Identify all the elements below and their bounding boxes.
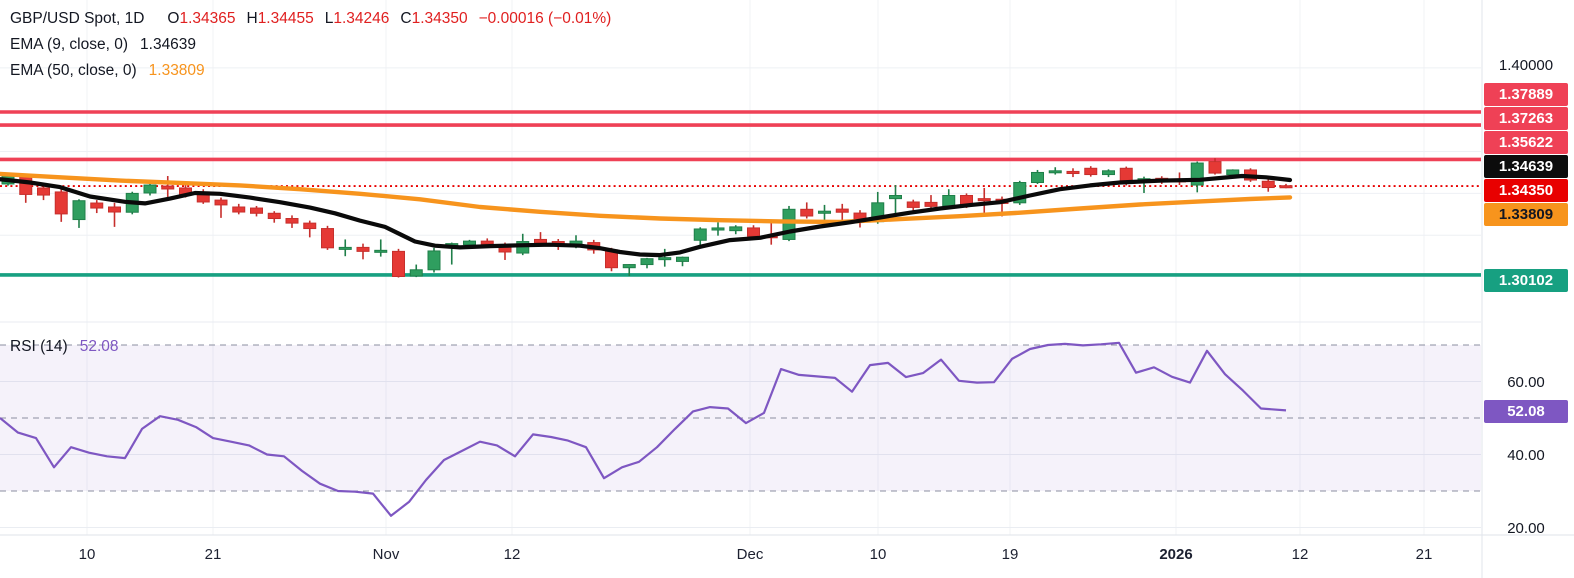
candle-body — [161, 185, 175, 190]
candle-body — [711, 227, 725, 231]
price-legend: GBP/USD Spot, 1D O 1.34365 H 1.34455 L 1.34… — [10, 6, 611, 84]
price-axis[interactable]: 1.40000 1.37889 1.37263 1.35622 1.34639 1.343… — [1483, 0, 1574, 578]
candle-body — [267, 212, 281, 220]
candle-body — [250, 207, 263, 214]
time-axis-label: Dec — [736, 546, 764, 563]
axis-price-badge: 1.34350 — [1484, 178, 1568, 202]
time-axis-label: 21 — [204, 546, 222, 563]
candle-body — [427, 250, 441, 271]
symbol-title[interactable]: GBP/USD Spot, 1D — [10, 10, 145, 27]
candle-body — [676, 256, 689, 262]
candle-body — [693, 228, 707, 241]
candle-body — [143, 184, 157, 194]
candle-body — [1261, 180, 1275, 189]
ema9-label: EMA (9, close, 0) — [10, 36, 129, 53]
candle-body — [1066, 170, 1080, 175]
high-value: 1.34455 — [257, 10, 314, 27]
time-axis-label: 12 — [503, 546, 521, 563]
candle-body — [37, 187, 50, 196]
rsi-legend-row[interactable]: RSI (14) 52.08 — [10, 338, 119, 356]
axis-price-badge: 1.37889 — [1484, 82, 1568, 106]
axis-price-label: 40.00 — [1507, 446, 1545, 464]
candle-body — [463, 240, 476, 246]
time-axis-label: 2026 — [1159, 546, 1193, 563]
candle-body — [214, 199, 228, 206]
candle-body — [374, 249, 388, 253]
candle-body — [108, 206, 121, 213]
axis-price-label: 1.40000 — [1498, 56, 1554, 74]
ema9-line — [0, 173, 1293, 258]
candle-body — [338, 246, 352, 250]
ema9-legend-row[interactable]: EMA (9, close, 0) 1.34639 — [10, 32, 611, 58]
candle-body — [818, 210, 831, 214]
candle-body — [1208, 161, 1222, 174]
high-label: H — [246, 10, 258, 27]
candle-body — [889, 194, 902, 200]
candle-body — [942, 194, 956, 207]
time-axis-label: 19 — [1001, 546, 1019, 563]
candle-body — [1084, 167, 1098, 176]
candle-body — [72, 200, 86, 221]
candle-body — [232, 206, 246, 213]
candle-body — [835, 208, 849, 213]
ema50-label: EMA (50, close, 0) — [10, 62, 137, 79]
axis-price-badge: 1.35622 — [1484, 130, 1568, 154]
time-axis-label: 21 — [1415, 546, 1433, 563]
open-label: O — [167, 10, 180, 27]
close-label: C — [400, 10, 412, 27]
close-value: 1.34350 — [411, 10, 468, 27]
candle-body — [1226, 169, 1240, 176]
symbol-ohlc-row[interactable]: GBP/USD Spot, 1D O 1.34365 H 1.34455 L 1.34… — [10, 6, 611, 32]
candle-body — [303, 222, 317, 230]
rsi-value: 52.08 — [79, 338, 119, 355]
candle-body — [906, 201, 920, 208]
axis-price-badge: 1.30102 — [1484, 268, 1568, 292]
candle-body — [90, 202, 104, 209]
candle-body — [747, 227, 760, 237]
time-axis-label: Nov — [372, 546, 400, 563]
candle-body — [285, 218, 299, 224]
time-axis-label: 10 — [78, 546, 96, 563]
time-axis-label: 12 — [1291, 546, 1309, 563]
axis-price-label: 20.00 — [1507, 519, 1545, 537]
candle-body — [1048, 170, 1062, 174]
axis-price-badge: 1.37263 — [1484, 106, 1568, 130]
axis-price-label: 60.00 — [1507, 373, 1545, 391]
open-value: 1.34365 — [179, 10, 236, 27]
candle-body — [729, 226, 743, 232]
candle-body — [800, 208, 814, 217]
axis-price-badge: 1.33809 — [1484, 202, 1568, 226]
candle-body — [480, 240, 494, 245]
candle-body — [1279, 185, 1293, 189]
time-axis-label: 10 — [869, 546, 887, 563]
candle-body — [54, 191, 68, 215]
candle-body — [409, 269, 423, 277]
candle-body — [782, 208, 796, 240]
candle-body — [1102, 170, 1115, 176]
candle-body — [924, 201, 938, 207]
ema50-line — [0, 171, 1293, 225]
axis-price-badge: 1.34639 — [1484, 154, 1568, 178]
low-value: 1.34246 — [333, 10, 390, 27]
candle-body — [977, 198, 991, 202]
candle-body — [321, 228, 334, 249]
candle-body — [1031, 171, 1044, 184]
candle-body — [392, 250, 405, 277]
rsi-line — [0, 341, 1287, 517]
candle-body — [356, 246, 370, 252]
ema50-legend-row[interactable]: EMA (50, close, 0) 1.33809 — [10, 58, 611, 84]
ema50-value: 1.33809 — [148, 62, 205, 79]
rsi-label: RSI (14) — [10, 338, 68, 355]
change-value: −0.00016 (−0.01%) — [478, 10, 612, 27]
ema9-value: 1.34639 — [140, 36, 197, 53]
low-label: L — [324, 10, 334, 27]
axis-price-badge: 52.08 — [1484, 399, 1568, 423]
candle-body — [658, 257, 672, 261]
candle-body — [534, 238, 547, 244]
candle-body — [640, 258, 654, 266]
candle-body — [622, 264, 636, 269]
